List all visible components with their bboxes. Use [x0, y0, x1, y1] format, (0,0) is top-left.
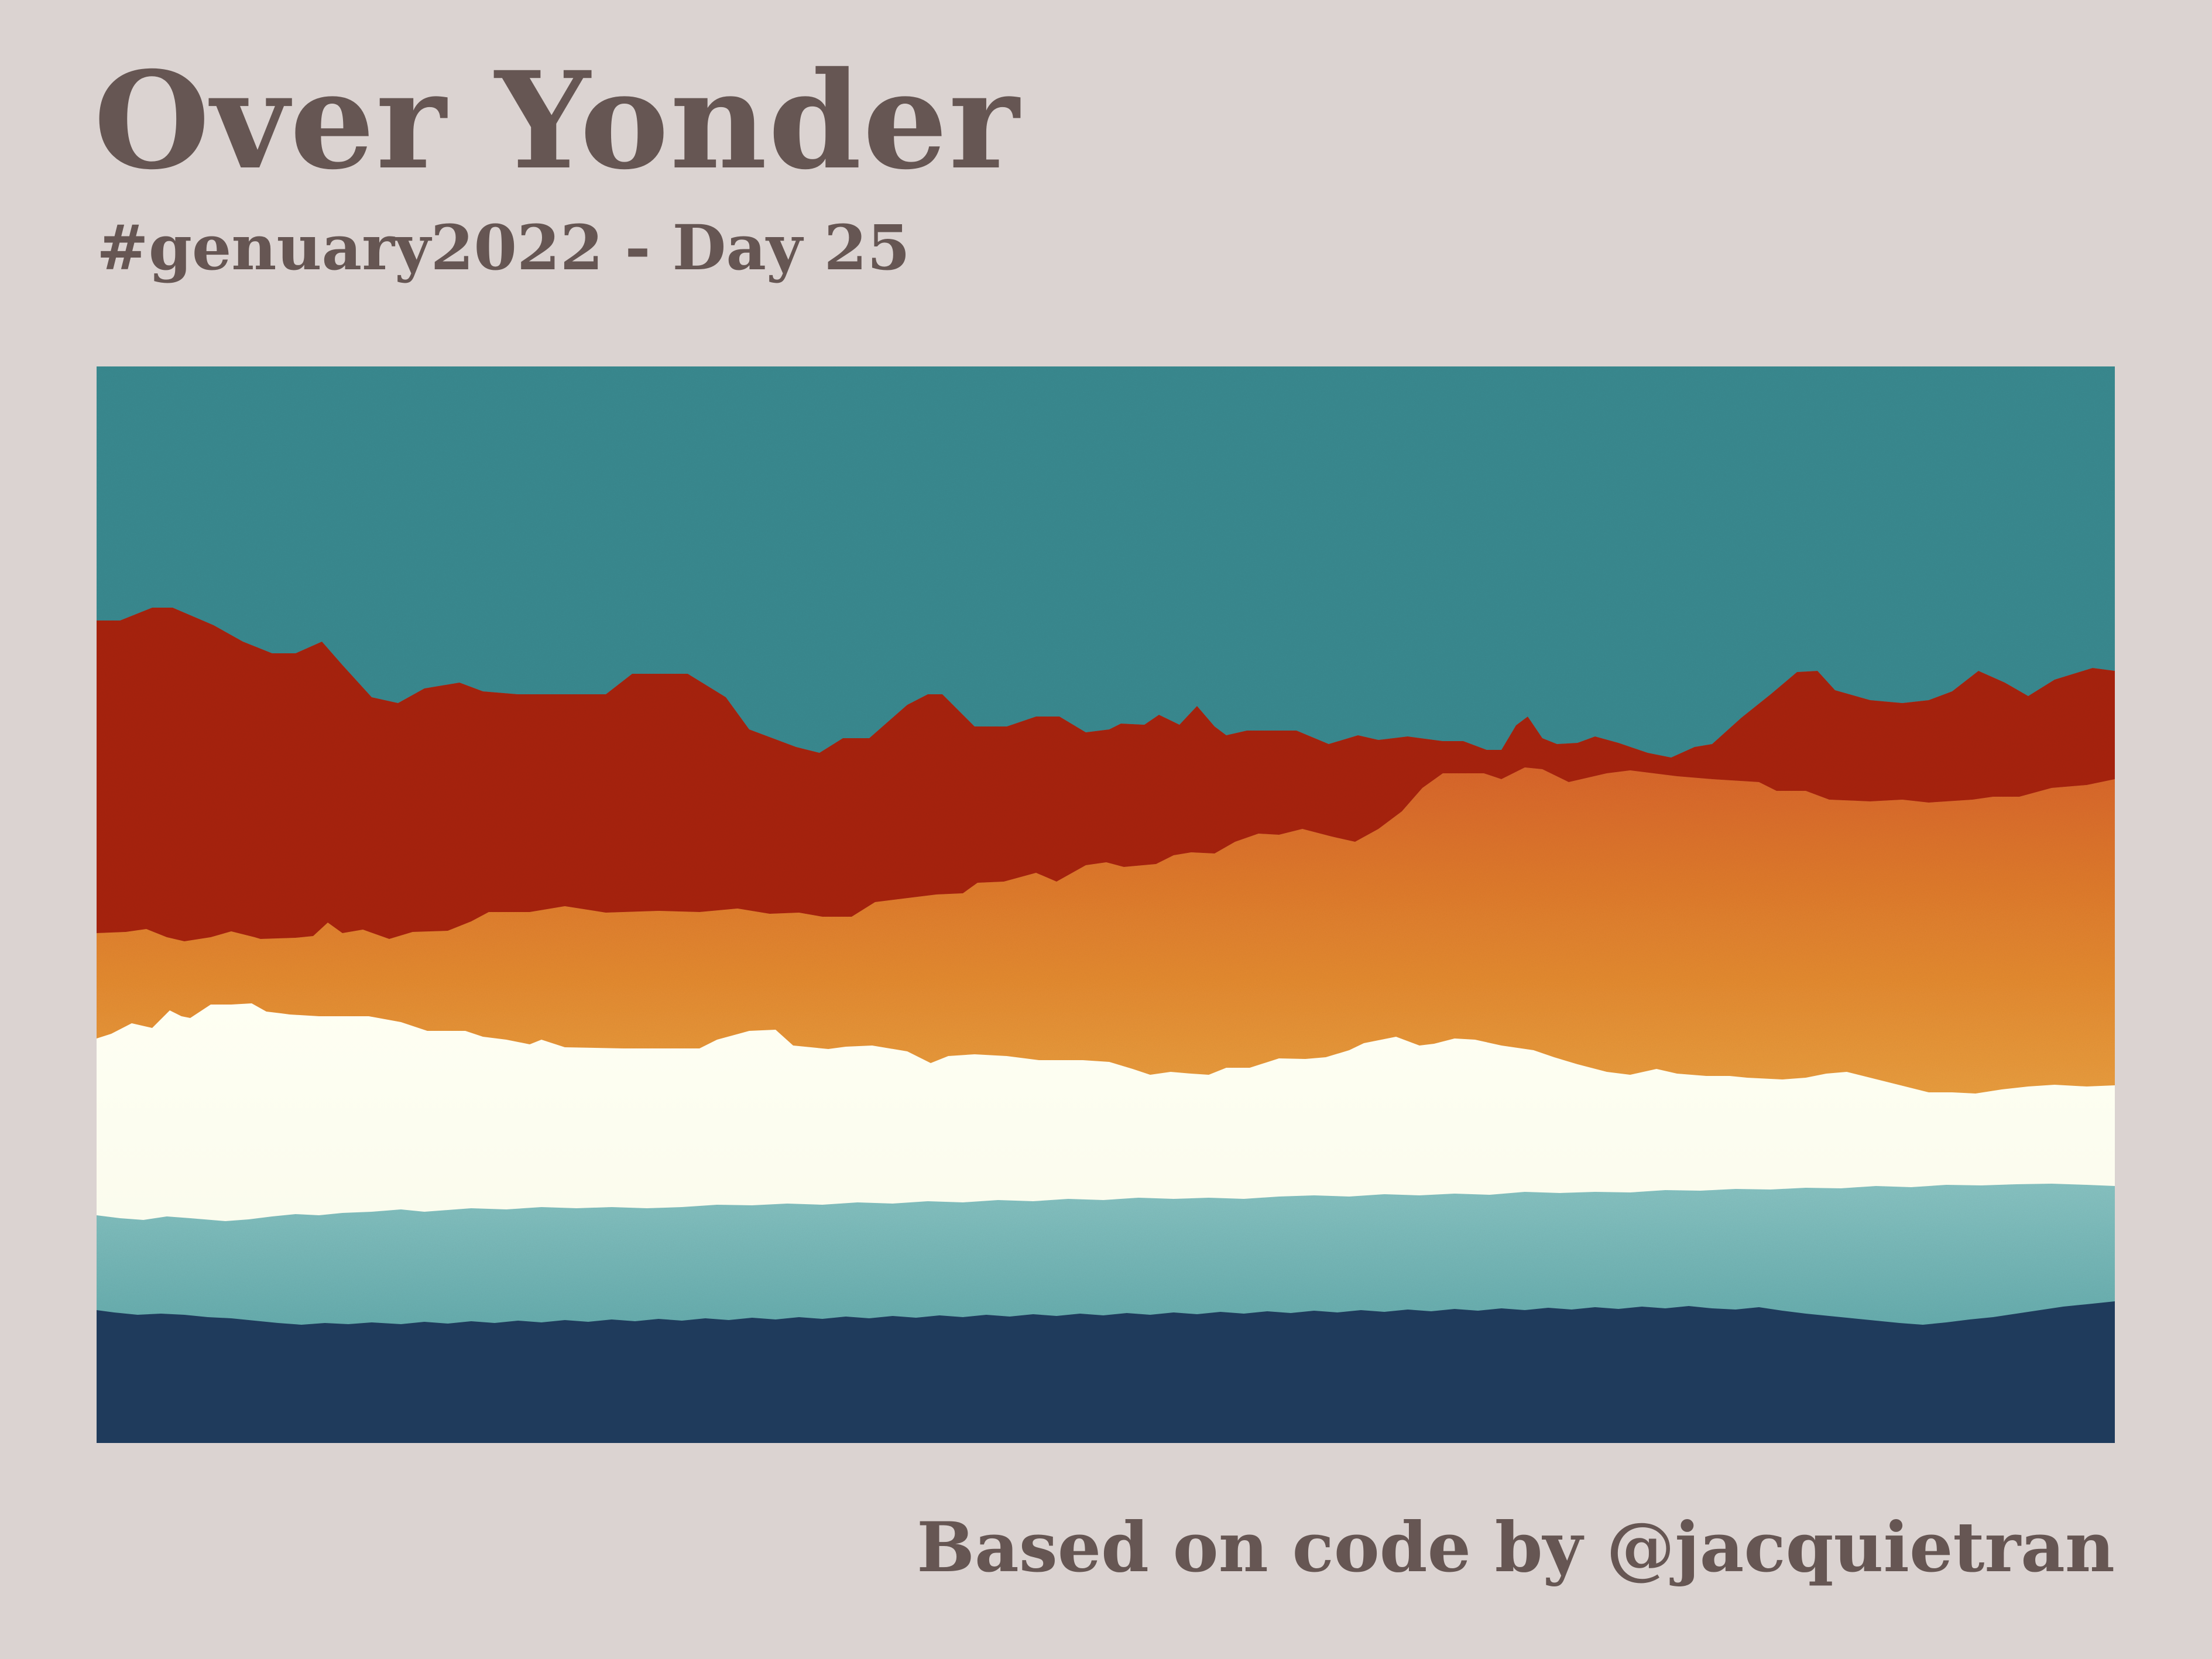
poster-title: Over Yonder — [94, 42, 1021, 199]
navy-layer — [97, 1301, 2115, 1443]
poster-subtitle: #genuary2022 - Day 25 — [97, 211, 911, 284]
credit-text: Based on code by @jacquietran — [917, 1507, 2115, 1588]
landscape-artwork — [97, 366, 2115, 1443]
